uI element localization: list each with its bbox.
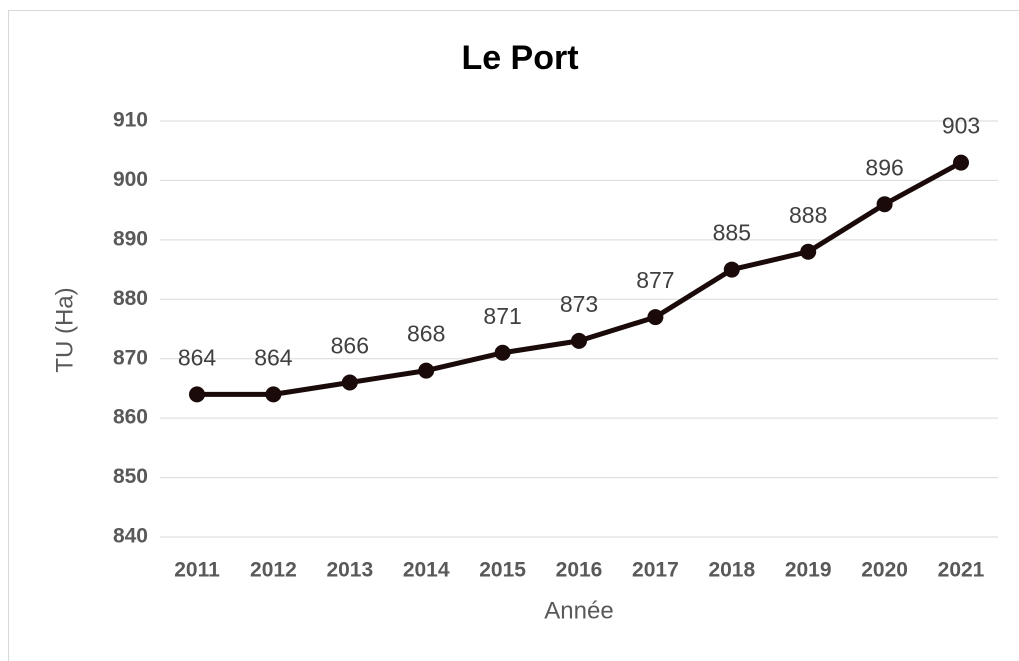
y-tick-label: 880 bbox=[113, 287, 148, 310]
y-tick-label: 910 bbox=[113, 109, 148, 132]
point bbox=[723, 261, 740, 278]
data-label: 873 bbox=[560, 291, 598, 317]
point bbox=[341, 374, 358, 391]
data-label: 885 bbox=[713, 220, 751, 246]
chart-frame bbox=[8, 10, 1019, 661]
x-tick-label: 2012 bbox=[250, 559, 297, 582]
x-tick-label: 2011 bbox=[174, 559, 220, 582]
x-tick-label: 2013 bbox=[326, 559, 373, 582]
data-label: 888 bbox=[789, 202, 827, 228]
x-tick-label: 2016 bbox=[556, 559, 603, 582]
x-tick-label: 2014 bbox=[403, 559, 450, 582]
data-label: 896 bbox=[865, 154, 903, 180]
point bbox=[571, 332, 587, 349]
y-tick-label: 850 bbox=[113, 465, 148, 488]
x-tick-label: 2015 bbox=[479, 559, 526, 582]
chart-title: Le Port bbox=[461, 39, 578, 77]
x-tick-label: 2019 bbox=[785, 559, 832, 582]
data-label: 864 bbox=[178, 344, 217, 370]
x-tick-label: 2017 bbox=[632, 559, 679, 582]
x-axis-label: Année bbox=[544, 597, 613, 624]
y-axis-label: TU (Ha) bbox=[51, 287, 78, 372]
y-tick-label: 840 bbox=[113, 525, 148, 548]
data-label: 868 bbox=[407, 321, 445, 347]
x-tick-label: 2018 bbox=[708, 559, 755, 582]
point bbox=[189, 386, 205, 403]
point bbox=[265, 386, 282, 403]
point bbox=[800, 243, 817, 260]
data-label: 866 bbox=[331, 333, 369, 359]
y-tick-label: 900 bbox=[113, 168, 148, 191]
point bbox=[647, 309, 664, 326]
point bbox=[876, 196, 893, 213]
x-tick-label: 2021 bbox=[938, 559, 985, 582]
point bbox=[953, 154, 969, 171]
y-tick-label: 860 bbox=[113, 406, 148, 429]
y-tick-label: 890 bbox=[113, 227, 148, 250]
point bbox=[418, 362, 435, 379]
data-label: 903 bbox=[942, 113, 980, 139]
data-label: 871 bbox=[483, 303, 521, 329]
point bbox=[494, 344, 511, 361]
data-label: 864 bbox=[254, 344, 293, 370]
data-label: 877 bbox=[636, 267, 674, 293]
y-tick-label: 870 bbox=[113, 346, 148, 369]
x-tick-label: 2020 bbox=[861, 559, 908, 582]
